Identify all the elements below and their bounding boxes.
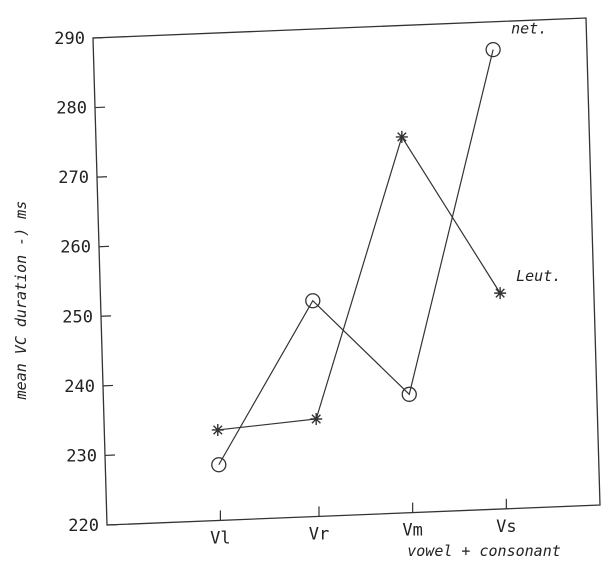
y-tick-label: 280 <box>56 99 87 119</box>
series-line <box>217 135 501 431</box>
series-asterisk: Leut. <box>211 130 561 436</box>
x-tick-label: Vm <box>402 521 422 541</box>
data-point-circle <box>401 386 417 402</box>
x-tick-label: Vl <box>210 528 230 548</box>
x-axis-title: vowel + consonant <box>407 542 561 560</box>
y-tick-label: 240 <box>64 377 95 397</box>
y-tick-label: 290 <box>54 29 85 49</box>
data-point-circle <box>485 41 501 58</box>
series-line <box>218 49 494 466</box>
x-axis-ticks: Vl Vr Vm Vs <box>210 498 517 548</box>
data-point-asterisk <box>494 287 507 300</box>
data-point-asterisk <box>211 423 224 436</box>
y-tick-label: 250 <box>62 307 93 327</box>
plot-frame <box>92 17 601 526</box>
data-point-asterisk <box>310 413 323 425</box>
y-tick-label: 260 <box>60 238 91 258</box>
data-point-circle <box>305 293 321 309</box>
series-layer: net. Leut. <box>211 20 561 473</box>
series-circle: net. <box>211 20 547 473</box>
y-tick-label: 220 <box>68 516 99 536</box>
data-point-asterisk <box>395 130 408 143</box>
x-tick-label: Vs <box>496 517 516 537</box>
y-axis-ticks: 220 230 240 250 260 270 280 290 <box>54 29 118 536</box>
series-label: Leut. <box>516 267 561 285</box>
x-tick-label: Vr <box>309 524 329 544</box>
y-tick-label: 230 <box>66 446 97 466</box>
data-point-circle <box>211 457 227 473</box>
y-tick-label: 270 <box>58 168 89 188</box>
y-axis-title: mean VC duration -) ms <box>12 201 30 401</box>
series-label: net. <box>511 20 547 38</box>
plot-border <box>92 17 601 526</box>
